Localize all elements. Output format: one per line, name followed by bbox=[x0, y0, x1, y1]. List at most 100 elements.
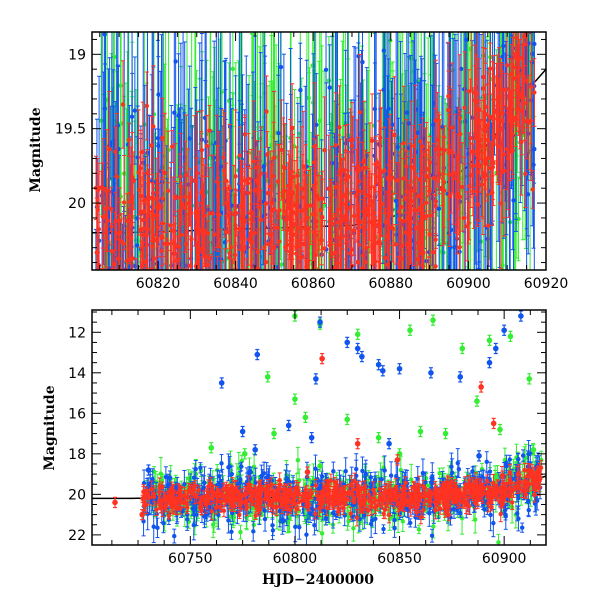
top-point-red bbox=[251, 159, 257, 164]
top-series-red bbox=[93, 32, 537, 321]
top-point-green bbox=[135, 11, 139, 15]
top-point-green bbox=[275, 334, 279, 338]
top-point-red bbox=[379, 201, 385, 207]
top-point-green bbox=[336, 316, 340, 320]
top-point-blue bbox=[121, 274, 125, 278]
top-point-red bbox=[264, 109, 269, 114]
top-point-red bbox=[433, 118, 438, 123]
top-point-blue bbox=[452, 244, 457, 250]
top-point-blue bbox=[94, 358, 98, 362]
top-point-green bbox=[98, 118, 104, 123]
top-point-red bbox=[113, 149, 118, 154]
top-point-green bbox=[104, 282, 108, 286]
top-point-red bbox=[151, 124, 156, 129]
top-point-green bbox=[126, 319, 130, 323]
top-point-green bbox=[311, 330, 315, 334]
top-point-red bbox=[196, 270, 200, 274]
top-point-green bbox=[360, 279, 364, 283]
top-point-red bbox=[279, 147, 284, 153]
top-point-red bbox=[125, 278, 129, 282]
top-point-blue bbox=[526, 3, 530, 7]
top-point-blue bbox=[118, 316, 122, 320]
top-point-blue bbox=[147, 296, 151, 300]
top-point-red bbox=[274, 225, 280, 230]
top-point-red bbox=[457, 245, 462, 250]
top-point-red bbox=[408, 204, 413, 209]
top-point-green bbox=[425, 273, 429, 277]
top-point-green bbox=[165, 295, 169, 299]
top-point-green bbox=[446, 316, 450, 320]
top-point-red bbox=[479, 182, 485, 187]
top-point-red bbox=[173, 195, 178, 201]
top-point-red bbox=[263, 259, 269, 265]
top-point-red bbox=[289, 125, 295, 131]
top-point-red bbox=[149, 143, 154, 148]
top-point-blue bbox=[448, 227, 454, 233]
top-point-red bbox=[271, 290, 275, 294]
top-point-red bbox=[355, 259, 360, 265]
top-point-blue bbox=[120, 357, 124, 361]
top-point-red bbox=[174, 258, 180, 263]
top-point-blue bbox=[262, 212, 268, 217]
top-point-red bbox=[295, 173, 300, 178]
top-point-red bbox=[204, 143, 210, 149]
top-point-green bbox=[520, 12, 524, 16]
top-point-blue bbox=[242, 370, 246, 374]
top-point-red bbox=[252, 187, 257, 193]
top-point-green bbox=[432, 274, 436, 278]
top-point-red bbox=[459, 184, 465, 190]
top-point-red bbox=[329, 216, 335, 221]
top-point-red bbox=[150, 244, 155, 249]
top-point-green bbox=[500, 263, 505, 268]
top-point-green bbox=[263, 314, 267, 318]
top-point-red bbox=[151, 213, 157, 218]
top-point-red bbox=[112, 261, 117, 267]
top-point-blue bbox=[361, 313, 365, 317]
top-point-green bbox=[179, 321, 183, 325]
top-point-blue bbox=[314, 122, 319, 127]
top-point-red bbox=[299, 254, 304, 260]
top-point-red bbox=[513, 51, 518, 57]
top-point-red bbox=[105, 291, 109, 295]
top-point-green bbox=[326, 78, 332, 83]
top-point-red bbox=[111, 276, 115, 280]
top-point-blue bbox=[345, 296, 349, 300]
top-point-green bbox=[411, 338, 415, 342]
top-point-blue bbox=[103, 288, 107, 292]
top-point-blue bbox=[280, 302, 284, 306]
top-point-green bbox=[274, 311, 278, 315]
top-point-red bbox=[462, 215, 467, 221]
top-point-red bbox=[366, 203, 372, 208]
top-point-red bbox=[326, 186, 331, 191]
top-point-blue bbox=[269, 278, 273, 282]
top-point-green bbox=[527, 1, 531, 5]
top-point-blue bbox=[239, 301, 243, 305]
top-point-red bbox=[106, 292, 110, 296]
top-point-green bbox=[279, 262, 284, 267]
top-point-blue bbox=[132, 108, 138, 113]
top-point-blue bbox=[165, 292, 169, 296]
top-point-blue bbox=[102, 106, 108, 111]
top-point-blue bbox=[109, 361, 113, 365]
top-point-green bbox=[380, 297, 384, 301]
top-point-red bbox=[363, 270, 367, 274]
top-point-red bbox=[369, 199, 375, 204]
top-point-green bbox=[124, 282, 128, 286]
top-point-red bbox=[401, 141, 407, 146]
top-point-red bbox=[242, 245, 247, 250]
top-point-blue bbox=[501, 43, 506, 49]
top-point-red bbox=[199, 147, 204, 153]
top-point-green bbox=[409, 1, 413, 5]
top-point-blue bbox=[329, 271, 333, 275]
top-point-red bbox=[458, 131, 463, 137]
top-point-red bbox=[176, 244, 182, 249]
top-point-blue bbox=[523, 23, 527, 27]
top-point-green bbox=[439, 249, 444, 254]
top-point-green bbox=[124, 279, 128, 283]
top-point-red bbox=[372, 210, 377, 215]
top-point-red bbox=[286, 317, 290, 321]
top-point-blue bbox=[165, 317, 169, 321]
top-point-red bbox=[350, 137, 356, 142]
top-point-red bbox=[237, 153, 243, 158]
top-point-blue bbox=[96, 366, 100, 370]
